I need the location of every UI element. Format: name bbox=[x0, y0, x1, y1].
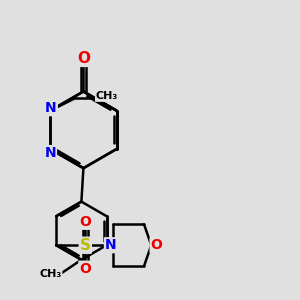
Text: N: N bbox=[105, 238, 116, 252]
Text: N: N bbox=[45, 101, 57, 115]
Text: O: O bbox=[151, 238, 163, 252]
Text: S: S bbox=[80, 238, 91, 253]
Text: O: O bbox=[77, 51, 90, 66]
Text: O: O bbox=[80, 215, 91, 229]
Text: CH₃: CH₃ bbox=[39, 269, 62, 279]
Text: CH₃: CH₃ bbox=[96, 91, 118, 101]
Text: N: N bbox=[44, 146, 56, 160]
Text: O: O bbox=[80, 262, 91, 276]
